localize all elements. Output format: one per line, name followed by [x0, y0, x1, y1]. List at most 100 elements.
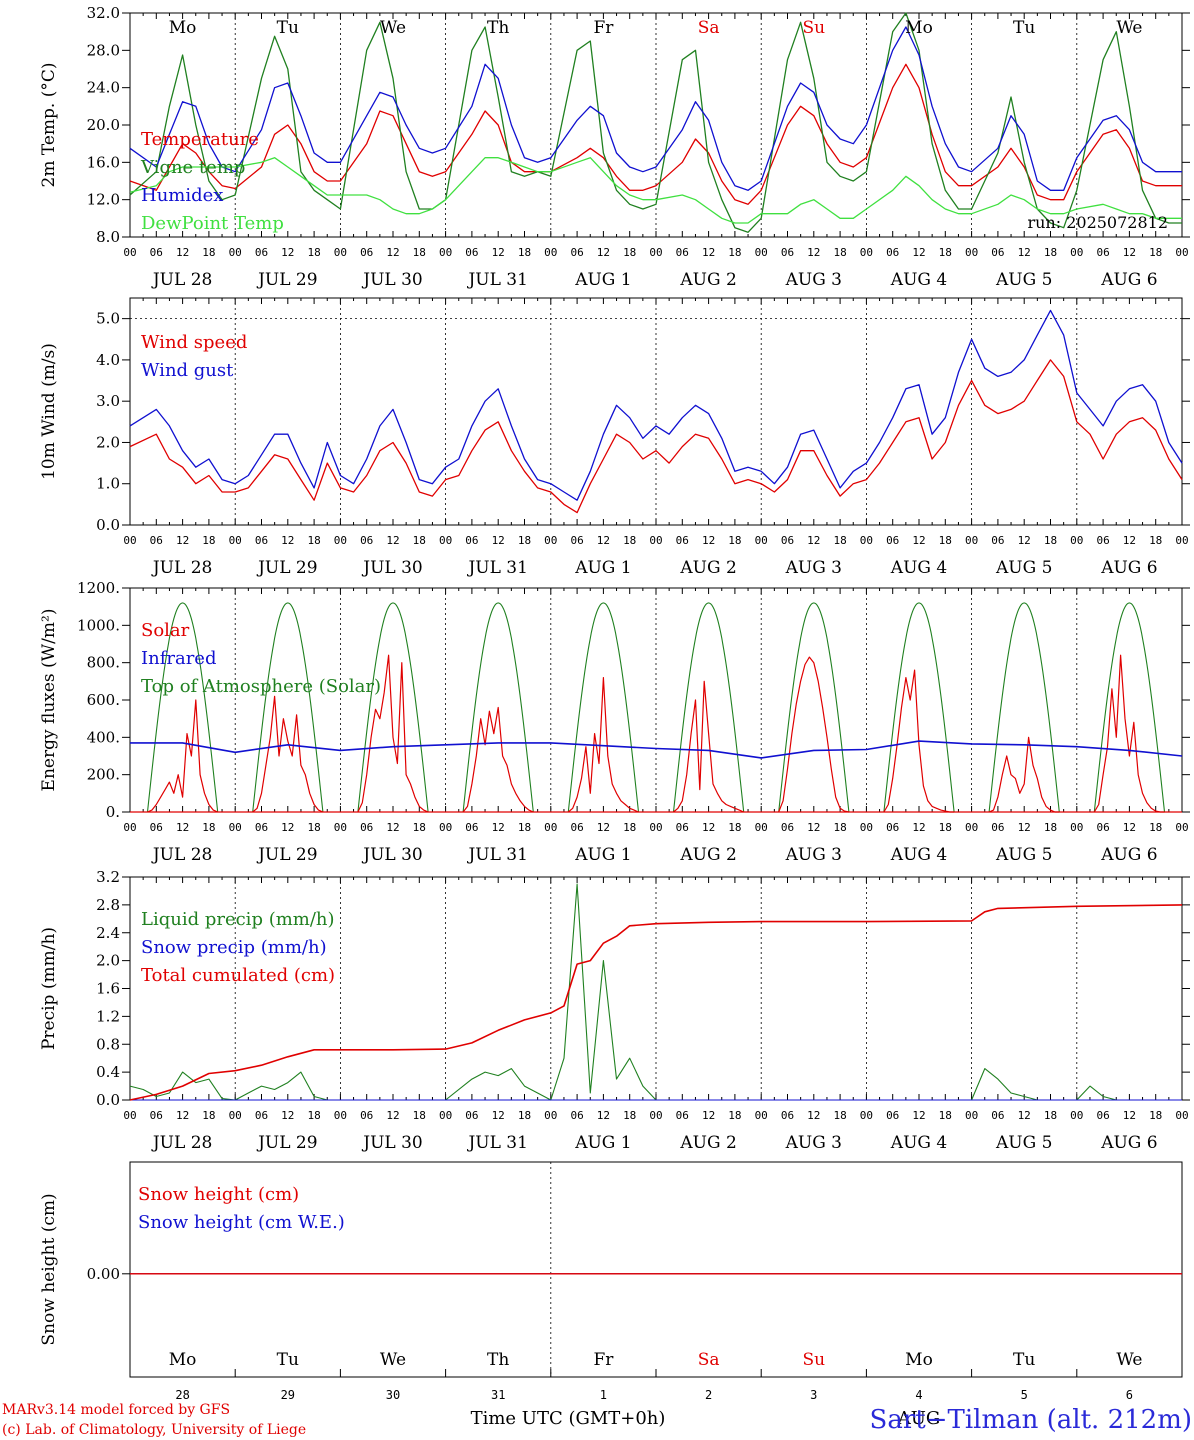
hour-tick-label: 06 — [676, 1109, 689, 1122]
hour-tick-label: 18 — [728, 246, 741, 259]
hour-tick-label: 00 — [1175, 246, 1188, 259]
hour-tick-label: 00 — [649, 1109, 662, 1122]
hour-tick-label: 12 — [807, 1109, 820, 1122]
y-tick-label: 20.0 — [87, 116, 120, 134]
series-line-solar — [147, 699, 218, 813]
y-tick-label: 0.0 — [96, 1091, 120, 1109]
y-tick-label: 0.00 — [87, 1265, 120, 1283]
hour-tick-label: 12 — [1123, 246, 1136, 259]
hour-tick-label: 06 — [150, 534, 163, 547]
hour-tick-label: 18 — [307, 246, 320, 259]
day-number-label: 29 — [281, 1388, 295, 1402]
date-tick-label: AUG 2 — [679, 1133, 736, 1153]
date-tick-label: AUG 3 — [785, 845, 842, 865]
series-line-solar — [778, 656, 850, 813]
hour-tick-label: 00 — [439, 534, 452, 547]
panel-frame — [129, 297, 1183, 526]
day-name-label: Mo — [169, 18, 197, 38]
hour-tick-label: 18 — [1044, 821, 1057, 834]
hour-tick-label: 06 — [255, 246, 268, 259]
footer-copyright: (c) Lab. of Climatology, University of L… — [2, 1422, 306, 1438]
hour-tick-label: 18 — [1149, 246, 1162, 259]
day-name-label: Su — [802, 1350, 825, 1370]
hour-tick-label: 06 — [255, 534, 268, 547]
series-line-top-of-atmosphere — [462, 602, 534, 813]
legend-entry: Vigne temp — [140, 157, 245, 178]
hour-tick-label: 00 — [544, 1109, 557, 1122]
series-line-wind-gust — [129, 309, 1183, 501]
hour-tick-label: 00 — [1070, 246, 1083, 259]
hour-tick-label: 12 — [281, 821, 294, 834]
hour-tick-label: 00 — [334, 246, 347, 259]
hour-tick-label: 12 — [912, 246, 925, 259]
hour-tick-label: 18 — [833, 246, 846, 259]
hour-tick-label: 12 — [176, 821, 189, 834]
date-tick-label: JUL 31 — [466, 845, 527, 865]
hour-tick-label: 06 — [676, 534, 689, 547]
hour-tick-label: 12 — [702, 1109, 715, 1122]
hour-tick-label: 18 — [833, 821, 846, 834]
date-tick-label: JUL 31 — [466, 270, 527, 290]
hour-tick-label: 18 — [1044, 1109, 1057, 1122]
hour-tick-label: 18 — [833, 534, 846, 547]
hour-tick-label: 18 — [623, 246, 636, 259]
series-line-temperature — [129, 63, 1182, 205]
date-tick-label: AUG 6 — [1100, 558, 1157, 578]
hour-tick-label: 12 — [386, 534, 399, 547]
date-tick-label: AUG 5 — [995, 1133, 1052, 1153]
hour-tick-label: 00 — [334, 1109, 347, 1122]
hour-tick-label: 00 — [123, 821, 136, 834]
date-tick-label: JUL 28 — [151, 270, 212, 290]
day-number-label: 5 — [1021, 1388, 1028, 1402]
hour-tick-label: 12 — [176, 534, 189, 547]
hour-tick-label: 00 — [229, 246, 242, 259]
hour-tick-label: 06 — [570, 821, 583, 834]
hour-tick-label: 06 — [676, 821, 689, 834]
hour-tick-label: 18 — [518, 821, 531, 834]
hour-tick-label: 12 — [492, 246, 505, 259]
series-line-top-of-atmosphere — [778, 602, 850, 813]
hour-tick-label: 06 — [886, 821, 899, 834]
hour-tick-label: 18 — [518, 246, 531, 259]
hour-tick-label: 18 — [413, 821, 426, 834]
hour-tick-label: 06 — [991, 821, 1004, 834]
hour-tick-label: 12 — [597, 821, 610, 834]
legend-entry: Humidex — [141, 185, 223, 206]
legend-entry: Top of Atmosphere (Solar) — [141, 676, 381, 697]
y-axis-label: Snow height (cm) — [39, 1193, 59, 1345]
series-line-top-of-atmosphere — [883, 602, 955, 813]
hour-tick-label: 06 — [570, 1109, 583, 1122]
hour-tick-label: 00 — [123, 246, 136, 259]
hour-tick-label: 12 — [176, 246, 189, 259]
date-tick-label: AUG 3 — [785, 270, 842, 290]
series-line-top-of-atmosphere — [146, 602, 219, 813]
date-tick-label: AUG 2 — [679, 270, 736, 290]
hour-tick-label: 06 — [1096, 1109, 1109, 1122]
series-line-solar — [567, 676, 639, 813]
y-tick-label: 32.0 — [87, 4, 120, 22]
hour-tick-label: 18 — [202, 534, 215, 547]
series-line-humidex — [129, 26, 1182, 191]
date-tick-label: AUG 3 — [785, 558, 842, 578]
hour-tick-label: 18 — [202, 1109, 215, 1122]
hour-tick-label: 06 — [886, 1109, 899, 1122]
series-line-solar — [1093, 654, 1165, 813]
hour-tick-label: 18 — [728, 1109, 741, 1122]
y-tick-label: 2.0 — [96, 952, 120, 970]
series-line-solar — [883, 669, 955, 813]
hour-tick-label: 12 — [386, 246, 399, 259]
hour-tick-label: 12 — [281, 246, 294, 259]
date-tick-label: JUL 31 — [466, 558, 527, 578]
hour-tick-label: 12 — [1018, 246, 1031, 259]
hour-tick-label: 12 — [1018, 1109, 1031, 1122]
hour-tick-label: 06 — [991, 534, 1004, 547]
day-name-label: We — [1116, 18, 1142, 38]
hour-tick-label: 18 — [939, 534, 952, 547]
hour-tick-label: 06 — [991, 1109, 1004, 1122]
hour-tick-label: 18 — [307, 1109, 320, 1122]
hour-tick-label: 18 — [413, 1109, 426, 1122]
hour-tick-label: 00 — [1175, 534, 1188, 547]
hour-tick-label: 06 — [991, 246, 1004, 259]
y-tick-label: 0. — [106, 803, 120, 821]
y-tick-label: 1200. — [77, 579, 120, 597]
